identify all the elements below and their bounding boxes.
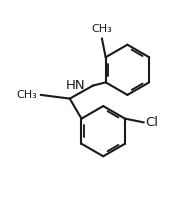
Text: HN: HN bbox=[66, 79, 86, 92]
Text: CH₃: CH₃ bbox=[16, 90, 37, 100]
Text: CH₃: CH₃ bbox=[92, 24, 112, 34]
Text: Cl: Cl bbox=[145, 116, 158, 129]
